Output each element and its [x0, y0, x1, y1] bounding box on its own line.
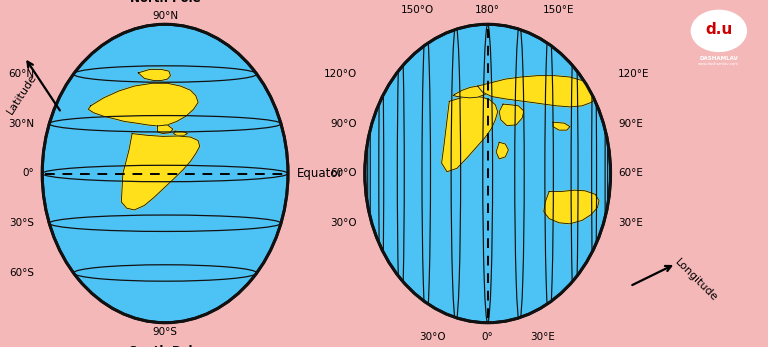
Text: www.dashamlav.com: www.dashamlav.com: [698, 62, 740, 66]
Text: 60°S: 60°S: [9, 268, 35, 278]
Text: Longitude: Longitude: [673, 257, 719, 304]
Text: 120°E: 120°E: [618, 69, 650, 79]
Polygon shape: [174, 131, 187, 135]
Text: 30°E: 30°E: [531, 332, 555, 342]
Text: North Pole: North Pole: [130, 0, 200, 5]
Ellipse shape: [365, 24, 611, 323]
Polygon shape: [453, 86, 488, 98]
Text: 60°E: 60°E: [618, 169, 643, 178]
Ellipse shape: [365, 24, 611, 323]
Text: 30°O: 30°O: [330, 218, 357, 228]
Ellipse shape: [42, 24, 288, 323]
Text: 90°E: 90°E: [618, 119, 643, 129]
Text: 30°O: 30°O: [419, 332, 445, 342]
Text: 60°O: 60°O: [330, 169, 357, 178]
Text: 0°: 0°: [482, 332, 494, 342]
Text: 30°E: 30°E: [618, 218, 643, 228]
Text: Latitude: Latitude: [5, 71, 38, 116]
Text: 120°O: 120°O: [324, 69, 357, 79]
Polygon shape: [138, 69, 170, 81]
Text: South Pole: South Pole: [129, 345, 201, 347]
Text: 30°S: 30°S: [9, 218, 35, 228]
Text: d.u: d.u: [705, 22, 733, 37]
Polygon shape: [88, 83, 198, 126]
Text: 90°O: 90°O: [330, 119, 357, 129]
Polygon shape: [499, 104, 524, 126]
Text: DASHAMLAV: DASHAMLAV: [700, 56, 738, 61]
Text: 150°E: 150°E: [542, 5, 574, 15]
Polygon shape: [442, 96, 498, 172]
Text: 30°N: 30°N: [8, 119, 35, 129]
Polygon shape: [496, 142, 508, 159]
Circle shape: [691, 10, 746, 51]
Text: 90°N: 90°N: [152, 11, 178, 21]
Text: 150°O: 150°O: [400, 5, 434, 15]
Ellipse shape: [42, 24, 288, 323]
Polygon shape: [544, 190, 599, 224]
Text: 60°N: 60°N: [8, 69, 35, 79]
Polygon shape: [553, 122, 570, 130]
Polygon shape: [157, 125, 173, 134]
Text: Equator: Equator: [297, 167, 344, 180]
Polygon shape: [478, 76, 598, 107]
Polygon shape: [121, 134, 200, 210]
Text: 0°: 0°: [23, 169, 35, 178]
Text: 180°: 180°: [475, 5, 500, 15]
Text: 90°S: 90°S: [153, 327, 177, 337]
